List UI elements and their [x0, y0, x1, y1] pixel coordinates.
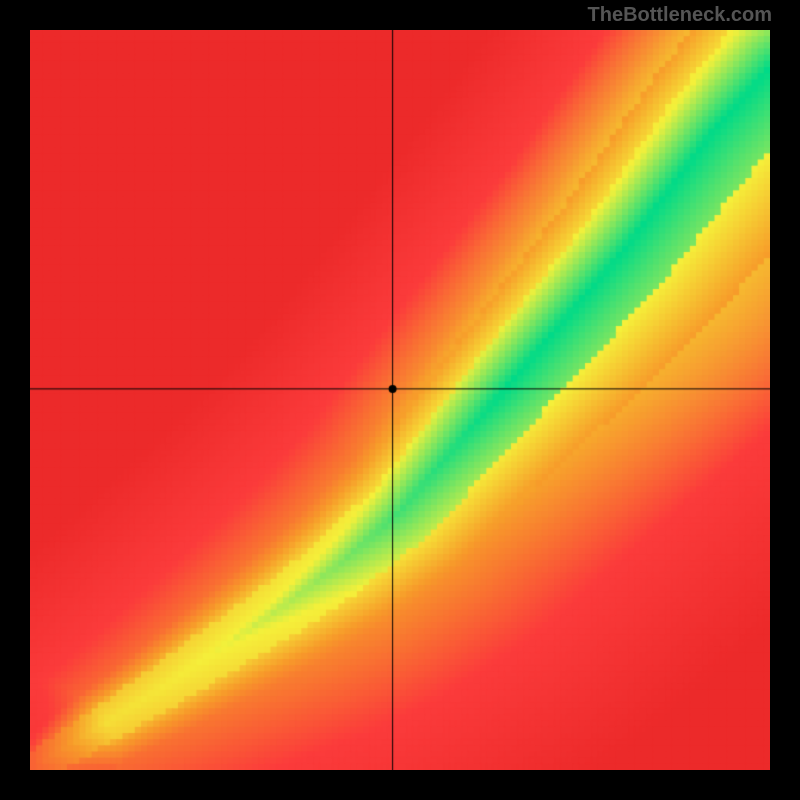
heatmap-chart	[30, 30, 770, 770]
heatmap-canvas	[30, 30, 770, 770]
watermark-text: TheBottleneck.com	[588, 4, 772, 27]
